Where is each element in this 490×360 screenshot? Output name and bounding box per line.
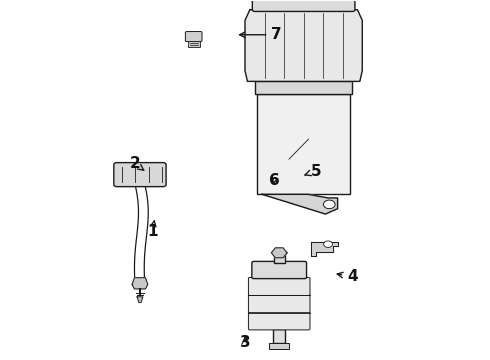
FancyBboxPatch shape	[248, 312, 310, 330]
Circle shape	[324, 241, 332, 247]
Bar	[273, 329, 285, 343]
Text: 2: 2	[130, 156, 144, 171]
FancyBboxPatch shape	[252, 261, 307, 279]
Bar	[188, 41, 199, 47]
Text: 3: 3	[240, 334, 250, 350]
Polygon shape	[311, 242, 338, 256]
FancyBboxPatch shape	[114, 163, 166, 186]
Bar	[255, 81, 352, 94]
Bar	[270, 343, 289, 348]
Circle shape	[323, 200, 335, 209]
Text: 4: 4	[337, 269, 358, 284]
Polygon shape	[271, 248, 287, 258]
Polygon shape	[137, 297, 143, 302]
Bar	[274, 253, 285, 263]
FancyBboxPatch shape	[248, 295, 310, 313]
Text: 7: 7	[240, 27, 282, 42]
Text: 1: 1	[147, 221, 157, 239]
FancyBboxPatch shape	[185, 32, 202, 41]
Polygon shape	[262, 194, 338, 214]
Polygon shape	[132, 278, 148, 289]
FancyBboxPatch shape	[248, 278, 310, 296]
FancyBboxPatch shape	[252, 0, 355, 12]
Bar	[257, 94, 350, 194]
Polygon shape	[245, 10, 362, 81]
Text: 5: 5	[305, 163, 321, 179]
Text: 6: 6	[269, 172, 280, 188]
